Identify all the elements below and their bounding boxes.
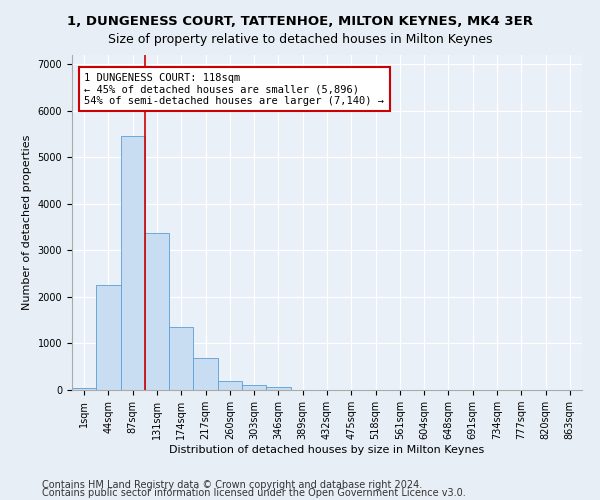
Bar (72, 388, 96, 390)
Bar (96, 286, 121, 390)
Y-axis label: Number of detached properties: Number of detached properties (22, 135, 32, 310)
Bar (145, 232, 169, 390)
Text: 1, DUNGENESS COURT, TATTENHOE, MILTON KEYNES, MK4 3ER: 1, DUNGENESS COURT, TATTENHOE, MILTON KE… (67, 15, 533, 28)
Text: 1 DUNGENESS COURT: 118sqm
← 45% of detached houses are smaller (5,896)
54% of se: 1 DUNGENESS COURT: 118sqm ← 45% of detac… (85, 72, 385, 106)
X-axis label: Distribution of detached houses by size in Milton Keynes: Distribution of detached houses by size … (169, 445, 485, 455)
Bar (169, 327, 193, 390)
Bar (242, 385, 266, 390)
Text: Size of property relative to detached houses in Milton Keynes: Size of property relative to detached ho… (108, 32, 492, 46)
Bar (121, 136, 145, 390)
Text: Contains public sector information licensed under the Open Government Licence v3: Contains public sector information licen… (42, 488, 466, 498)
Bar (193, 358, 218, 390)
Bar (218, 382, 242, 390)
Bar (266, 386, 290, 390)
Text: Contains HM Land Registry data © Crown copyright and database right 2024.: Contains HM Land Registry data © Crown c… (42, 480, 422, 490)
